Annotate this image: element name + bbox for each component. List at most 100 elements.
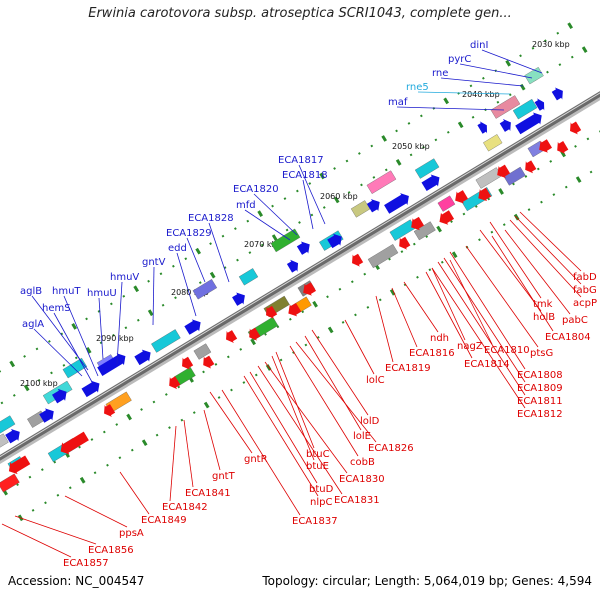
reverse-gene-label[interactable]: ECA1856 — [88, 545, 134, 556]
reverse-gene-label[interactable]: ECA1811 — [517, 396, 563, 407]
forward-gene-arrow[interactable] — [231, 289, 249, 307]
reverse-gene-label[interactable]: acpP — [573, 298, 597, 309]
reverse-gene-arrow[interactable] — [285, 301, 303, 319]
reverse-gene-label[interactable]: ECA1826 — [368, 443, 414, 454]
reverse-gene-label[interactable]: pabC — [562, 315, 588, 326]
reverse-gene-label[interactable]: nlpC — [310, 497, 332, 508]
reverse-gene-label[interactable]: ECA1842 — [162, 502, 208, 513]
forward-gene-arrow[interactable] — [133, 347, 154, 367]
reverse-gene-label[interactable]: btuC — [306, 449, 330, 460]
reverse-gene-label[interactable]: btuE — [306, 461, 329, 472]
forward-gene-arrow[interactable] — [80, 378, 103, 399]
reverse-gene-arrow[interactable] — [246, 326, 262, 343]
reverse-gene-label[interactable]: ECA1849 — [141, 515, 187, 526]
forward-gene-label[interactable]: hmuU — [87, 288, 117, 299]
reverse-gene-label[interactable]: ECA1810 — [484, 345, 530, 356]
reverse-gene-arrow[interactable] — [100, 402, 116, 419]
reverse-gene-arrow[interactable] — [222, 328, 238, 345]
forward-gene-arrow[interactable] — [4, 426, 23, 445]
reverse-gene-arrow[interactable] — [475, 186, 493, 204]
reverse-gene-arrow[interactable] — [494, 163, 512, 181]
forward-gene-arrows[interactable] — [0, 85, 566, 446]
reverse-gene-label[interactable]: ECA1830 — [339, 474, 385, 485]
reverse-gene-arrow[interactable] — [200, 354, 216, 371]
reverse-gene-label[interactable]: ECA1809 — [517, 383, 563, 394]
forward-gene-label[interactable]: hmuV — [110, 272, 139, 283]
reverse-gene-label[interactable]: ECA1819 — [385, 363, 431, 374]
forward-gene-arrow[interactable] — [551, 85, 567, 102]
reverse-gene-label[interactable]: tmk — [533, 299, 553, 310]
forward-gene-label[interactable]: ECA1829 — [166, 228, 212, 239]
reverse-gene-arrow[interactable] — [408, 215, 426, 233]
forward-gene-label[interactable]: aglB — [20, 286, 42, 297]
forward-gene-arrow[interactable] — [476, 119, 490, 135]
reverse-gene-arrow[interactable] — [57, 430, 90, 458]
reverse-gene-arrow[interactable] — [566, 120, 582, 137]
reverse-gene-label[interactable]: holB — [533, 312, 555, 323]
reverse-gene-arrow[interactable] — [166, 375, 182, 392]
reverse-gene-label[interactable]: ptsG — [530, 348, 553, 359]
reverse-gene-label[interactable]: ECA1816 — [409, 348, 455, 359]
forward-gene-label[interactable]: ECA1818 — [282, 170, 328, 181]
reverse-gene-label[interactable]: lolC — [366, 375, 385, 386]
reverse-gene-label[interactable]: lolE — [353, 431, 371, 442]
reverse-gene-arrow[interactable] — [178, 355, 194, 372]
forward-gene-arrow[interactable] — [51, 386, 70, 405]
reverse-gene-label[interactable]: btuD — [309, 484, 334, 495]
forward-gene-arrow[interactable] — [286, 257, 302, 274]
forward-gene-label[interactable]: edd — [168, 243, 187, 254]
reverse-gene-arrow[interactable] — [300, 281, 318, 299]
forward-gene-arrow[interactable] — [326, 231, 345, 250]
reverse-gene-arrow[interactable] — [452, 188, 470, 206]
reverse-gene-arrow[interactable] — [554, 139, 570, 156]
forward-gene-arrow[interactable] — [499, 116, 515, 133]
forward-gene-label[interactable]: dinI — [470, 40, 488, 51]
reverse-gene-label[interactable]: ECA1837 — [292, 516, 338, 527]
reverse-gene-label[interactable]: fabD — [573, 272, 597, 283]
forward-gene-arrow[interactable] — [420, 171, 443, 192]
reverse-gene-label[interactable]: ECA1804 — [545, 332, 591, 343]
forward-gene-label[interactable]: maf — [388, 97, 408, 108]
reverse-gene-label[interactable]: ECA1841 — [185, 488, 231, 499]
reverse-gene-arrow[interactable] — [262, 304, 278, 321]
forward-gene-arrow[interactable] — [183, 316, 204, 336]
reverse-gene-arrow[interactable] — [5, 454, 31, 477]
reverse-gene-label[interactable]: gntR — [244, 454, 268, 465]
forward-gene-label[interactable]: pyrC — [448, 54, 471, 65]
forward-gene-label[interactable]: rne5 — [406, 82, 429, 93]
forward-gene-arrow[interactable] — [366, 196, 384, 214]
reverse-gene-label[interactable]: lolD — [360, 416, 380, 427]
forward-gene-label[interactable]: gntV — [142, 257, 166, 268]
reverse-gene-arrow[interactable] — [522, 159, 538, 176]
reverse-gene-arrow[interactable] — [348, 252, 364, 269]
forward-gene-label[interactable]: ECA1817 — [278, 155, 324, 166]
forward-gene-label[interactable]: mfd — [236, 200, 256, 211]
forward-gene-label[interactable]: ECA1820 — [233, 184, 279, 195]
forward-gene-label[interactable]: aglA — [22, 319, 44, 330]
reverse-gene-label[interactable]: ECA1808 — [517, 370, 563, 381]
reverse-gene-label[interactable]: ECA1857 — [63, 558, 109, 569]
forward-gene-label[interactable]: hemS — [42, 303, 71, 314]
reverse-gene-arrow[interactable] — [396, 235, 412, 252]
forward-gene-arrow[interactable] — [383, 190, 412, 215]
forward-gene-arrow[interactable] — [514, 109, 545, 135]
forward-gene-arrow[interactable] — [296, 238, 314, 256]
reverse-gene-label[interactable]: ECA1831 — [334, 495, 380, 506]
reverse-gene-label[interactable]: ECA1812 — [517, 409, 563, 420]
forward-gene-arrow[interactable] — [38, 405, 57, 424]
reverse-gene-label[interactable]: gntT — [212, 471, 236, 482]
reverse-gene-label[interactable]: ECA1814 — [464, 359, 510, 370]
reverse-gene-label[interactable]: fabG — [573, 285, 597, 296]
reverse-gene-arrows[interactable] — [5, 120, 582, 477]
reverse-gene-label[interactable]: ppsA — [119, 528, 144, 539]
forward-gene-label[interactable]: rne — [432, 68, 448, 79]
forward-gene-arrow[interactable] — [534, 96, 548, 112]
forward-gene-label[interactable]: ECA1828 — [188, 213, 234, 224]
reverse-gene-label[interactable]: cobB — [350, 457, 375, 468]
forward-gene-arrow[interactable] — [96, 350, 129, 378]
reverse-gene-arrow[interactable] — [436, 209, 455, 228]
reverse-gene-arrow[interactable] — [536, 138, 554, 156]
